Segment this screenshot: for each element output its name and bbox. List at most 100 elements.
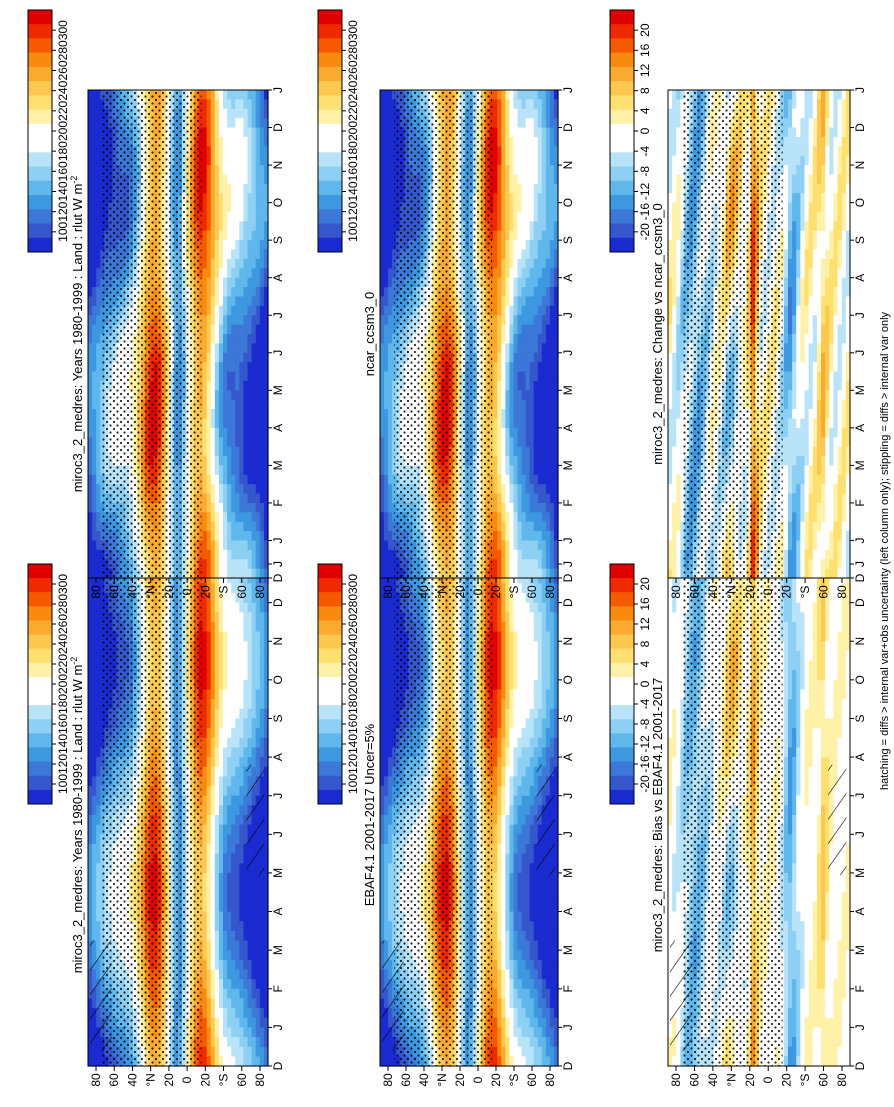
heatmap-cell (493, 796, 498, 806)
heatmap-cell (207, 941, 212, 951)
heatmap-cell (96, 892, 101, 902)
heatmap-cell (550, 979, 555, 989)
heatmap-cell (219, 632, 224, 642)
heatmap-cell (235, 863, 240, 873)
heatmap-cell (219, 825, 224, 835)
heatmap-cell (493, 622, 498, 632)
heatmap-cell (256, 641, 261, 651)
heatmap-cell (231, 728, 236, 738)
heatmap-cell (509, 931, 514, 941)
heatmap-cell (546, 622, 551, 632)
heatmap-cell (219, 1027, 224, 1037)
heatmap-cell (550, 931, 555, 941)
heatmap-cell (239, 844, 244, 854)
heatmap-cell (534, 728, 539, 738)
heatmap-cell (388, 680, 393, 690)
heatmap-cell (235, 796, 240, 806)
heatmap-cell (380, 699, 385, 709)
heatmap-cell (248, 632, 253, 642)
heatmap-cell (203, 728, 208, 738)
heatmap-cell (509, 738, 514, 748)
heatmap-cell (252, 641, 257, 651)
heatmap-cell (546, 883, 551, 893)
heatmap-cell (227, 1008, 232, 1018)
heatmap-cell (501, 786, 506, 796)
heatmap-cell (672, 680, 677, 690)
heatmap-cell (542, 699, 547, 709)
heatmap-cell (231, 1008, 236, 1018)
heatmap-cell (260, 1037, 265, 1047)
heatmap-cell (203, 747, 208, 757)
heatmap-cell (530, 805, 535, 815)
heatmap-cell (542, 661, 547, 671)
heatmap-cell (497, 998, 502, 1008)
heatmap-cell (235, 1056, 240, 1066)
colorbar-label: 180 (346, 694, 360, 714)
heatmap-cell (231, 709, 236, 719)
heatmap-cell (88, 854, 93, 864)
heatmap-cell (518, 969, 523, 979)
heatmap-cell (243, 960, 248, 970)
heatmap-cell (550, 651, 555, 661)
heatmap-cell (215, 699, 220, 709)
heatmap-cell (538, 941, 543, 951)
heatmap-cell (239, 796, 244, 806)
heatmap-cell (522, 815, 527, 825)
heatmap-cell (388, 718, 393, 728)
heatmap-cell (235, 612, 240, 622)
heatmap-cell (497, 989, 502, 999)
heatmap-cell (239, 728, 244, 738)
heatmap-cell (235, 950, 240, 960)
heatmap-cell (530, 699, 535, 709)
heatmap-cell (493, 950, 498, 960)
heatmap-cell (256, 738, 261, 748)
heatmap-cell (505, 661, 510, 671)
heatmap-cell (676, 776, 681, 786)
heatmap-cell (493, 1047, 498, 1057)
heatmap-cell (252, 941, 257, 951)
heatmap-cell (235, 844, 240, 854)
heatmap-cell (215, 1027, 220, 1037)
heatmap-cell (501, 921, 506, 931)
heatmap-cell (672, 1056, 677, 1066)
heatmap-cell (96, 709, 101, 719)
heatmap-cell (522, 921, 527, 931)
heatmap-cell (518, 699, 523, 709)
heatmap-cell (505, 738, 510, 748)
month-tick-label: D (561, 598, 575, 607)
heatmap-cell (211, 989, 216, 999)
heatmap-cell (497, 892, 502, 902)
heatmap-cell (526, 796, 531, 806)
heatmap-cell (88, 834, 93, 844)
heatmap-cell (550, 1027, 555, 1037)
colorbar-swatch (318, 762, 342, 777)
heatmap-cell (203, 641, 208, 651)
heatmap-cell (219, 776, 224, 786)
heatmap-cell (219, 892, 224, 902)
heatmap-cell (92, 767, 97, 777)
heatmap-cell (501, 979, 506, 989)
month-tick-label: F (271, 985, 285, 992)
heatmap-cell (215, 825, 220, 835)
heatmap-cell (235, 883, 240, 893)
heatmap-cell (227, 738, 232, 748)
heatmap-cell (676, 931, 681, 941)
heatmap-cell (526, 825, 531, 835)
heatmap-cell (215, 757, 220, 767)
heatmap-cell (526, 1056, 531, 1066)
heatmap-cell (384, 641, 389, 651)
heatmap-cell (260, 1008, 265, 1018)
heatmap-cell (256, 1018, 261, 1028)
heatmap-cell (211, 883, 216, 893)
heatmap-cell (219, 709, 224, 719)
heatmap-cell (526, 1027, 531, 1037)
heatmap-cell (668, 661, 673, 671)
heatmap-cell (509, 902, 514, 912)
heatmap-cell (219, 854, 224, 864)
month-tick-label: S (271, 714, 285, 722)
figure-canvas: 806040°N20020°S6080DJFMAMJJASONDJmiroc3_… (0, 0, 894, 1102)
heatmap-cell (96, 854, 101, 864)
heatmap-cell (203, 776, 208, 786)
heatmap-cell (668, 921, 673, 931)
heatmap-cell (203, 941, 208, 951)
